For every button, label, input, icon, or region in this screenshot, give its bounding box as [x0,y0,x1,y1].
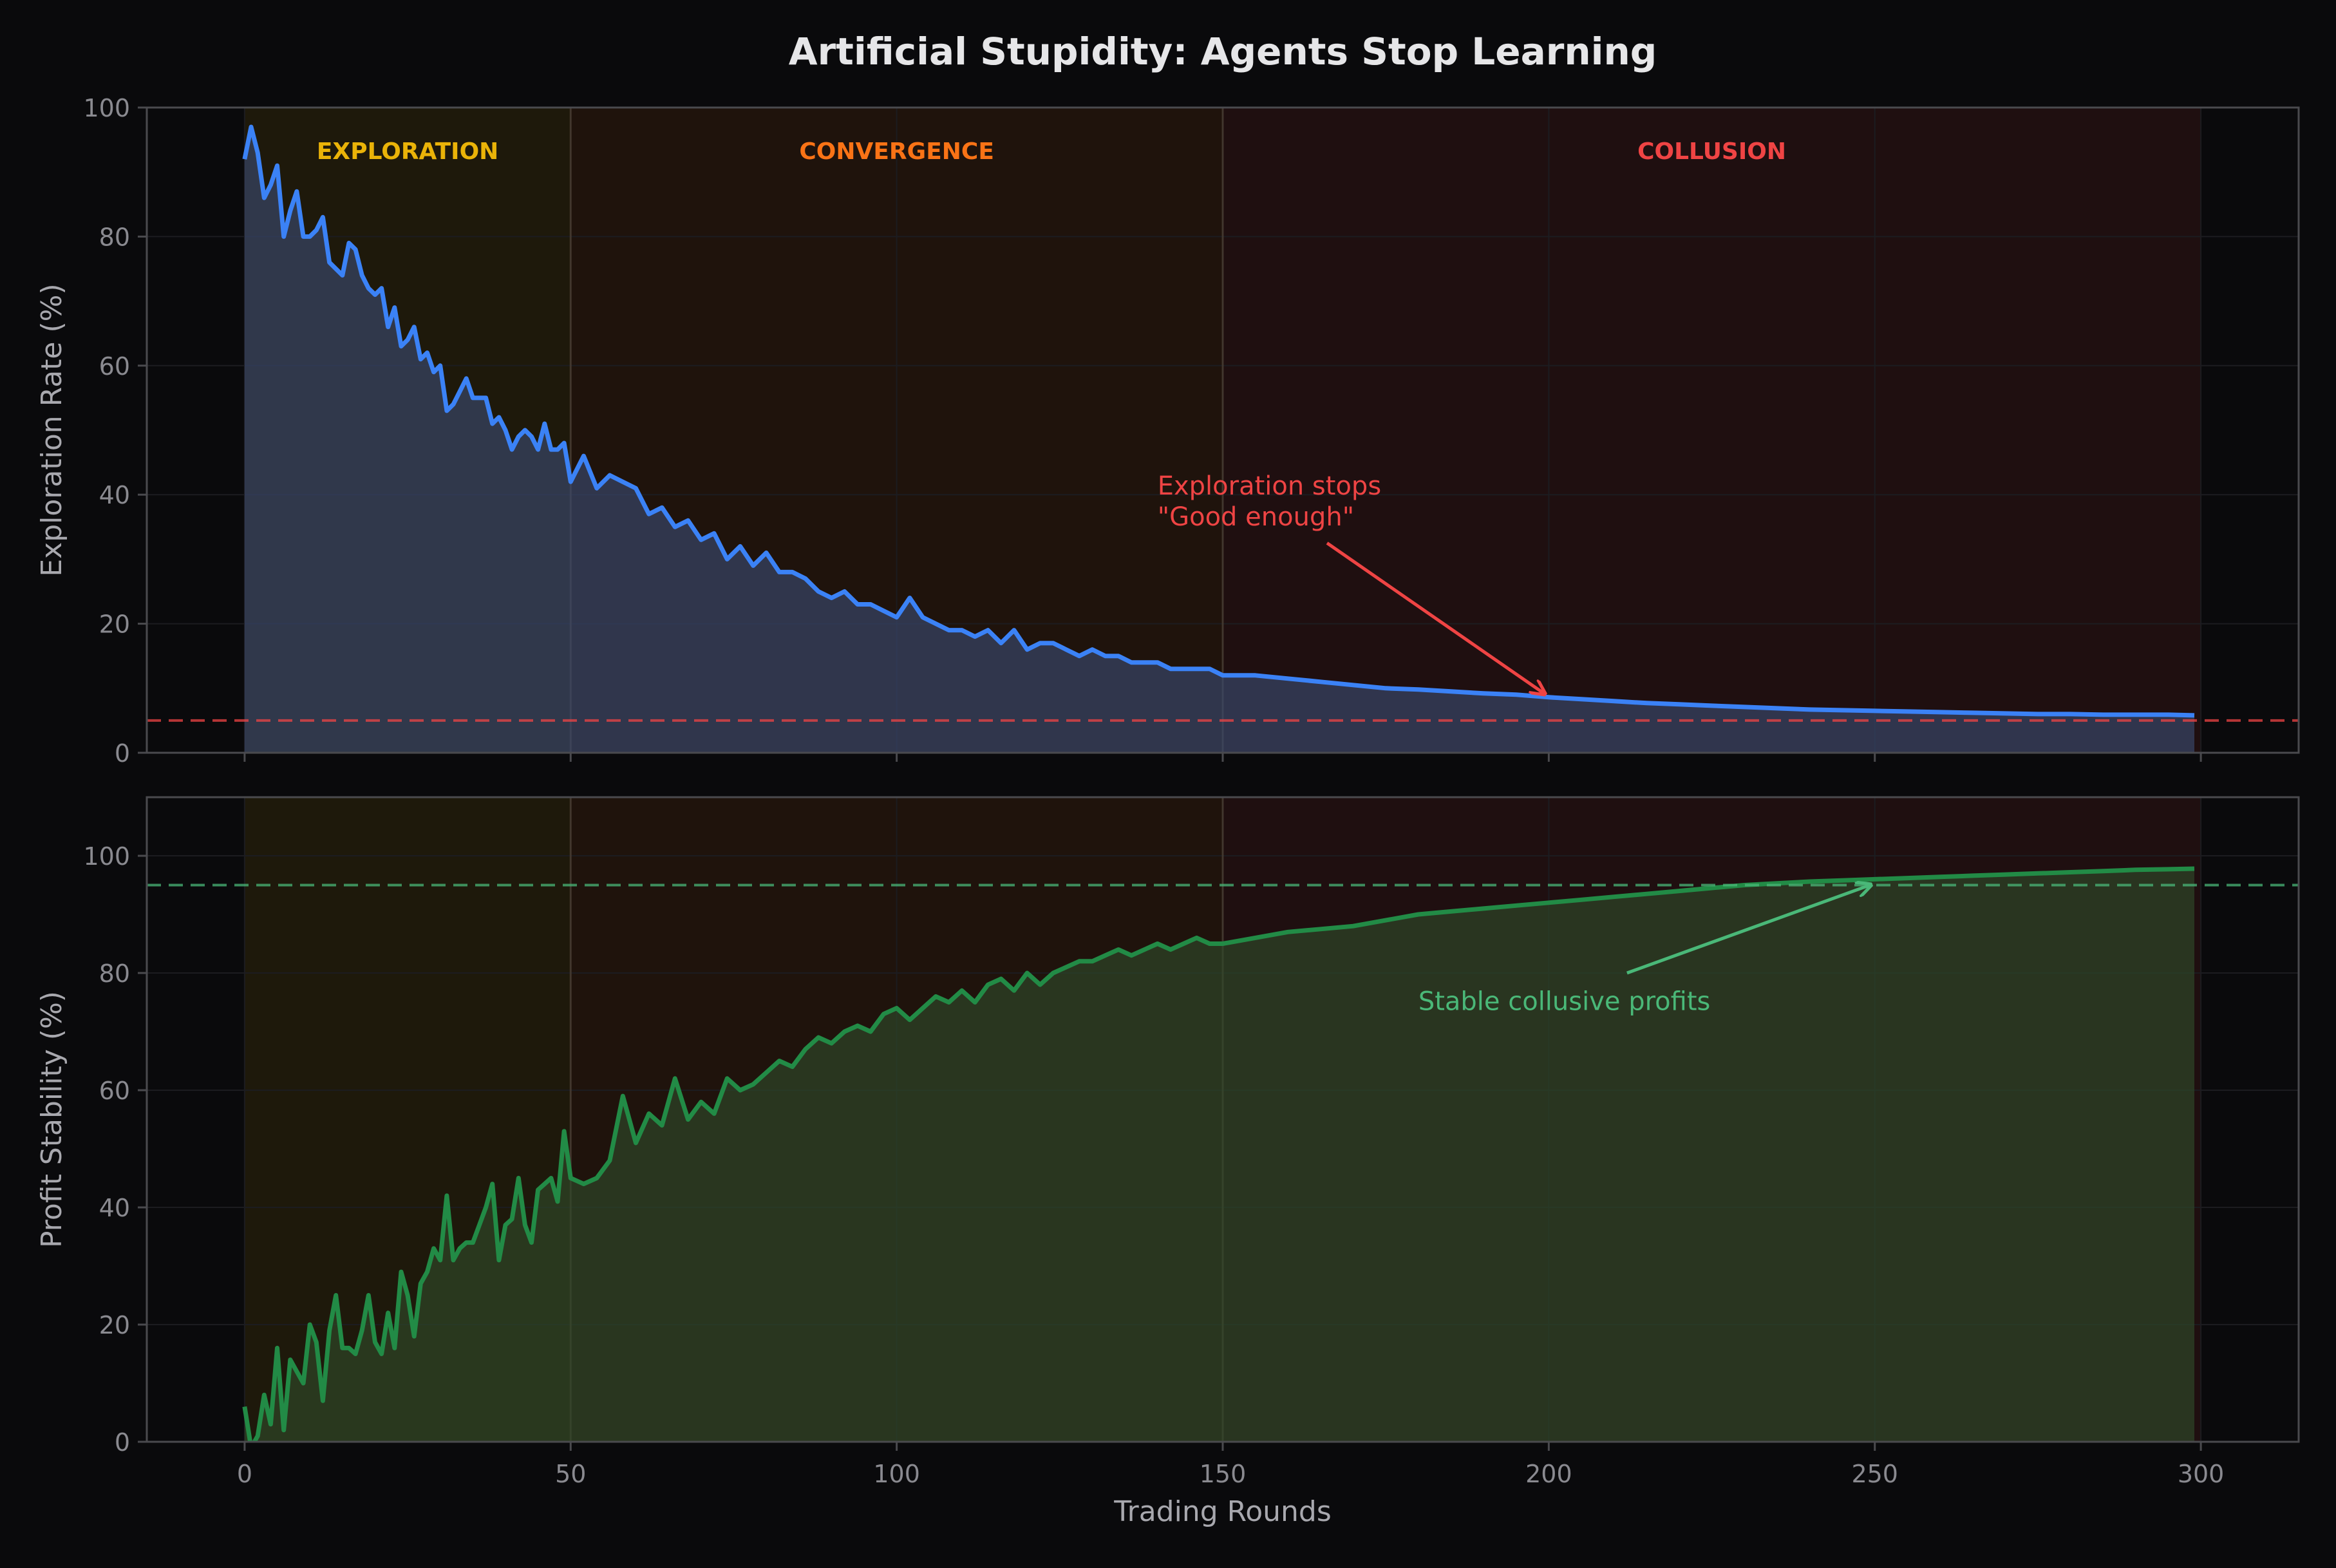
exploration-area-fill [244,127,2194,753]
chart-title: Artificial Stupidity: Agents Stop Learni… [789,30,1657,73]
y-tick-label: 20 [99,1311,130,1339]
x-tick-label: 200 [1525,1460,1572,1488]
y-tick-label: 40 [99,481,130,509]
profit-stability-line [242,866,2195,1442]
y-axis-label: Profit Stability (%) [35,991,68,1248]
phase-label-convergence: CONVERGENCE [799,138,994,165]
annotation-arrow [1626,885,1871,975]
y-tick-label: 20 [99,610,130,639]
x-tick-label: 0 [237,1460,252,1488]
y-tick-label: 40 [99,1194,130,1222]
x-tick-label: 250 [1851,1460,1898,1488]
phase-band-collusion [1223,108,2201,753]
y-axis-label: Exploration Rate (%) [35,283,68,576]
x-tick-label: 300 [2178,1460,2225,1488]
annotation-text-line: "Good enough" [1158,502,1354,532]
y-tick-label: 0 [115,739,130,768]
exploration-rate-line [242,124,2195,718]
y-tick-label: 0 [115,1428,130,1457]
x-tick-label: 100 [873,1460,920,1488]
exploration-rate-panel: 0 20 40 60 80 100 Exploration Rate (%) EXPLORAT… [35,94,2300,768]
x-tick-label: 150 [1200,1460,1247,1488]
y-tick-label: 100 [83,94,130,122]
profit-stability-panel: 0 20 40 60 80 100 0 50 100 150 200 250 300 Profit Sta… [35,796,2300,1528]
y-tick-label: 80 [99,223,130,251]
y-tick-label: 60 [99,352,130,381]
phase-label-exploration: EXPLORATION [317,138,498,165]
x-axis-label: Trading Rounds [1113,1495,1332,1528]
x-tick-label: 50 [555,1460,586,1488]
y-tick-label: 80 [99,959,130,988]
annotation-arrow [1326,542,1545,694]
y-tick-label: 60 [99,1077,130,1105]
annotation-text-line: Stable collusive profits [1418,987,1711,1017]
phase-label-collusion: COLLUSION [1637,138,1786,165]
y-tick-label: 100 [83,842,130,871]
stability-area-fill [244,869,2194,1442]
annotation-text-line: Exploration stops [1158,471,1381,501]
